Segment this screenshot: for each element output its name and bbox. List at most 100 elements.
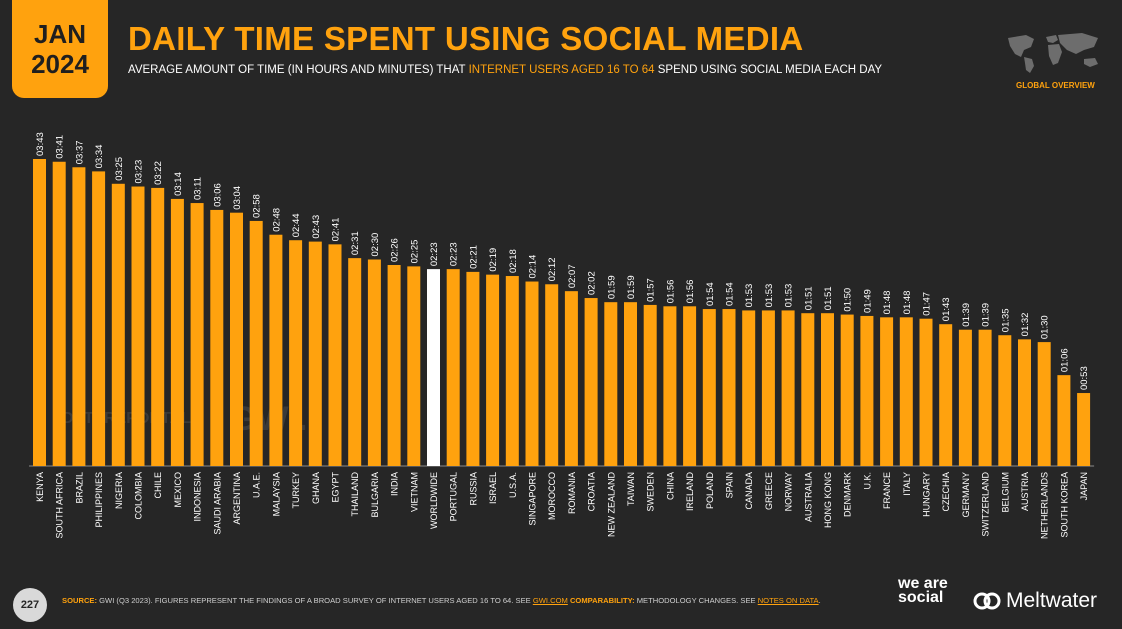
- category-label: SINGAPORE: [528, 472, 538, 526]
- data-label: 01:51: [803, 286, 814, 310]
- data-label: 02:44: [291, 213, 302, 237]
- bar: [880, 317, 894, 466]
- data-label: 01:53: [744, 284, 755, 308]
- category-label: NIGERIA: [114, 472, 124, 509]
- data-label: 01:56: [665, 280, 676, 304]
- bar: [1037, 342, 1051, 466]
- data-label: 00:53: [1079, 366, 1090, 390]
- we-are-social-logo: we are social: [898, 575, 958, 606]
- data-label: 01:59: [606, 275, 617, 299]
- category-label: GREECE: [764, 472, 774, 510]
- data-label: 02:19: [488, 248, 499, 272]
- bar: [604, 302, 618, 466]
- bar: [328, 244, 342, 466]
- data-label: 02:07: [567, 264, 578, 288]
- bar: [742, 310, 756, 466]
- bar: [427, 269, 440, 466]
- we-are-social-text: we are social: [898, 575, 948, 606]
- page-number: 227: [13, 588, 47, 622]
- bar: [722, 309, 736, 466]
- category-label: TAIWAN: [626, 472, 636, 506]
- category-label: ISRAEL: [488, 472, 498, 504]
- bar: [624, 302, 637, 466]
- category-label: MALAYSIA: [271, 472, 281, 516]
- bar: [446, 269, 460, 466]
- category-label: SPAIN: [725, 472, 735, 498]
- bar: [643, 304, 657, 466]
- category-label: INDIA: [390, 472, 400, 496]
- badge-year: 2024: [31, 49, 89, 79]
- bar: [308, 241, 322, 466]
- bar: [486, 274, 500, 466]
- notes-link[interactable]: NOTES ON DATA: [757, 596, 819, 605]
- source-link[interactable]: GWI.COM: [532, 596, 568, 605]
- category-label: CZECHIA: [941, 472, 951, 512]
- category-label: CROATIA: [587, 472, 597, 511]
- category-label: PHILIPPINES: [94, 472, 104, 528]
- category-label: RUSSIA: [468, 472, 478, 506]
- comparability-text: METHODOLOGY CHANGES. SEE: [634, 596, 758, 605]
- bar: [269, 234, 283, 466]
- bar: [348, 258, 362, 466]
- bar: [821, 313, 834, 466]
- data-label: 03:14: [173, 172, 184, 196]
- category-label: U.A.E.: [252, 472, 262, 498]
- category-label: THAILAND: [350, 472, 360, 517]
- comparability-label: COMPARABILITY:: [567, 596, 635, 605]
- world-map-icon: [1008, 33, 1098, 73]
- category-label: VIETNAM: [409, 472, 419, 512]
- category-label: JAPAN: [1079, 472, 1089, 500]
- category-label: BELGIUM: [1000, 472, 1010, 513]
- bar: [939, 324, 953, 466]
- bar: [289, 240, 303, 466]
- bar: [545, 284, 559, 466]
- data-label: 01:32: [1020, 313, 1031, 337]
- category-label: CHILE: [153, 472, 163, 499]
- subtitle-highlight: INTERNET USERS AGED 16 TO 64: [468, 64, 655, 76]
- data-label: 01:54: [725, 282, 736, 306]
- data-label: 03:22: [153, 161, 164, 185]
- data-label: 01:59: [626, 275, 637, 299]
- category-label: FRANCE: [882, 472, 892, 509]
- category-label: MEXICO: [173, 472, 183, 508]
- bar: [525, 281, 539, 466]
- meltwater-icon: [973, 592, 1001, 610]
- data-label: 01:49: [862, 289, 873, 313]
- data-label: 01:57: [646, 278, 657, 302]
- data-label: 03:37: [74, 140, 85, 164]
- data-label: 03:43: [35, 132, 46, 156]
- data-label: 01:47: [922, 292, 933, 316]
- badge-month: JAN: [33, 19, 86, 49]
- data-label: 03:04: [232, 186, 243, 210]
- category-label: HUNGARY: [922, 472, 932, 517]
- data-label: 03:25: [114, 157, 125, 181]
- meltwater-logo: Meltwater: [972, 589, 1097, 613]
- bar: [1077, 393, 1091, 466]
- bar: [840, 314, 854, 466]
- subtitle-post: SPEND USING SOCIAL MEDIA EACH DAY: [654, 64, 883, 76]
- bar: [407, 266, 421, 466]
- bar: [564, 291, 578, 466]
- category-label: NEW ZEALAND: [606, 472, 616, 538]
- data-label: 02:02: [587, 271, 598, 295]
- category-label: SOUTH AFRICA: [55, 472, 65, 539]
- bar: [899, 317, 913, 466]
- bar: [72, 167, 86, 467]
- category-label: BULGARIA: [370, 472, 380, 518]
- bar: [387, 265, 401, 466]
- bar: [683, 306, 697, 466]
- category-label: CHINA: [665, 472, 675, 500]
- category-label: SWEDEN: [646, 472, 656, 512]
- bar: [210, 209, 224, 466]
- section-label: GLOBAL OVERVIEW: [1016, 81, 1095, 90]
- category-label: MOROCCO: [547, 472, 557, 520]
- bar: [111, 183, 125, 466]
- data-label: 02:41: [331, 218, 342, 242]
- category-label: HONG KONG: [823, 472, 833, 528]
- category-label: EGYPT: [331, 472, 341, 503]
- date-badge: JAN 2024: [12, 0, 108, 98]
- category-label: GHANA: [311, 472, 321, 504]
- bar: [131, 186, 145, 466]
- bar: [52, 161, 66, 466]
- category-label: COLOMBIA: [134, 472, 144, 520]
